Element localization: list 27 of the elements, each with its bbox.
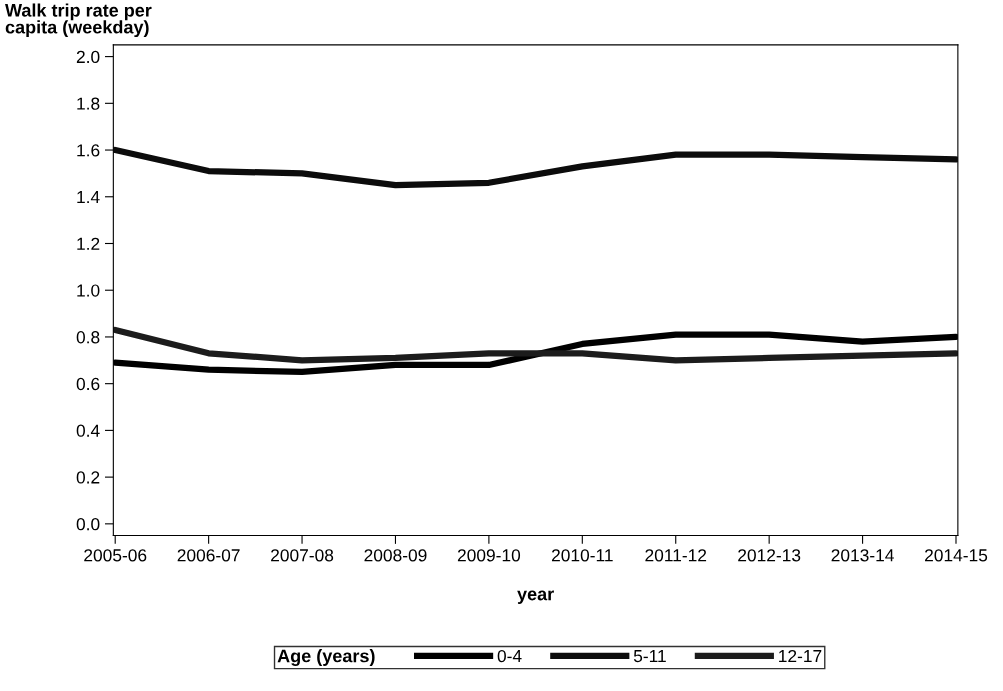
y-tick-label: 0.6 xyxy=(76,377,100,391)
x-tick-label: 2013-14 xyxy=(831,549,894,562)
x-tick-label: 2011-12 xyxy=(645,549,707,562)
legend-label: 12-17 xyxy=(779,649,822,663)
y-tick-label: 0.0 xyxy=(76,518,100,531)
y-tick-label: 1.2 xyxy=(77,237,100,250)
x-tick-label: 2012-13 xyxy=(738,549,801,562)
x-tick-label: 2008-09 xyxy=(364,549,427,562)
x-tick-label: 2010-11 xyxy=(551,549,613,562)
x-tick-label: 2005-06 xyxy=(84,549,147,562)
y-tick-label: 0.4 xyxy=(76,424,100,437)
x-tick-label: 2014-15 xyxy=(925,549,988,562)
y-tick-label: 2.0 xyxy=(76,50,100,64)
x-tick-label: 2007-08 xyxy=(271,549,334,562)
y-tick-label: 1.4 xyxy=(77,191,100,204)
legend-title: Age (years) xyxy=(277,649,375,666)
y-axis-title: Walk trip rate per capita (weekday) xyxy=(5,3,152,38)
legend-label: 5-11 xyxy=(633,650,666,663)
y-tick-label: 0.8 xyxy=(76,331,100,344)
y-tick-label: 0.2 xyxy=(76,471,100,484)
x-tick-label: 2009-10 xyxy=(457,549,521,562)
y-tick-label: 1.8 xyxy=(77,97,100,110)
y-tick-label: 1.6 xyxy=(77,144,100,157)
x-tick-label: 2006-07 xyxy=(177,549,240,562)
y-tick-label: 1.0 xyxy=(77,284,100,297)
legend-label: 0-4 xyxy=(497,649,522,663)
x-axis-title: year xyxy=(517,590,554,604)
